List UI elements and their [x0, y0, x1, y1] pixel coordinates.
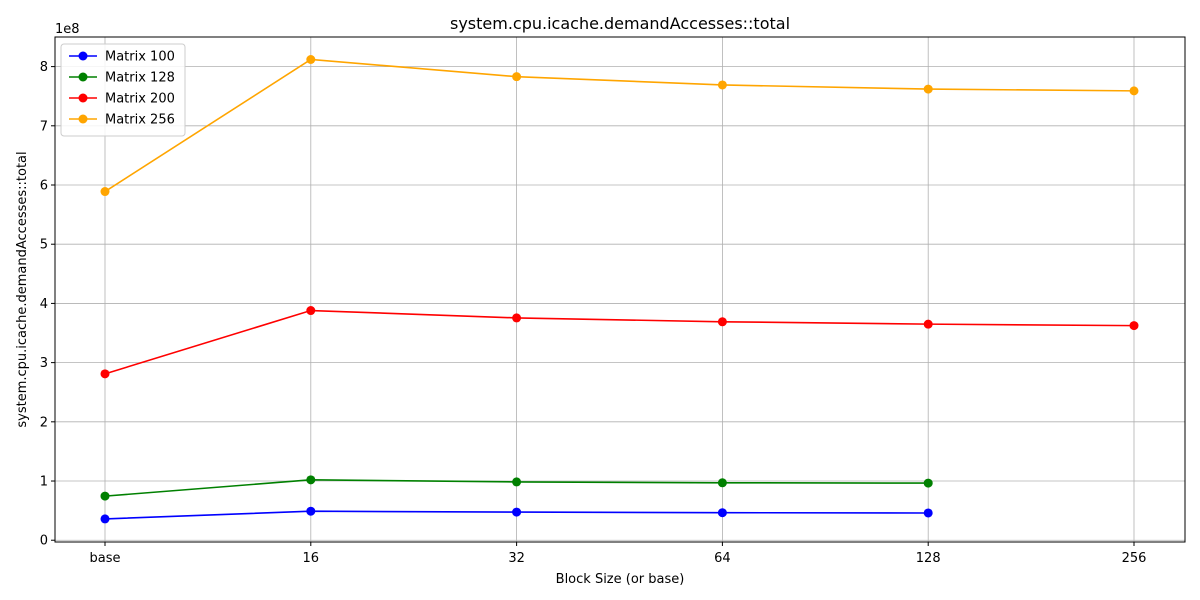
x-axis-label: Block Size (or base) [556, 572, 685, 587]
y-tick-label: 1 [40, 475, 48, 490]
x-tick-label: base [90, 551, 121, 566]
data-point [306, 306, 316, 316]
data-point [512, 507, 522, 517]
series-line-4 [104, 58, 1135, 193]
legend-marker [78, 51, 88, 61]
legend-label: Matrix 256 [105, 113, 175, 128]
y-tick-label: 0 [40, 534, 48, 549]
data-point [717, 317, 727, 327]
legend: Matrix 100 Matrix 128 Matrix 200 Matrix 256 [60, 43, 186, 137]
y-tick-label: 8 [40, 60, 48, 75]
legend-label: Matrix 128 [105, 71, 175, 86]
data-point [306, 54, 316, 64]
legend-label: Matrix 100 [105, 50, 175, 65]
data-point [100, 187, 110, 197]
series-layer [100, 54, 1139, 524]
x-tick-label: 64 [714, 551, 731, 566]
data-point [100, 514, 110, 524]
y-axis-ticks: 0 1 2 3 4 5 6 7 8 [40, 60, 55, 549]
x-tick-label: 16 [303, 551, 320, 566]
chart-title: system.cpu.icache.demandAccesses::total [450, 14, 790, 33]
data-point [717, 508, 727, 518]
y-axis-multiplier: 1e8 [55, 22, 80, 37]
grid-lines [55, 37, 1185, 542]
y-tick-label: 5 [40, 238, 48, 253]
x-axis-ticks: base 16 32 64 128 256 [90, 542, 1147, 566]
legend-marker [78, 72, 88, 82]
data-point [1129, 321, 1139, 331]
data-point [923, 319, 933, 329]
y-tick-label: 6 [40, 179, 48, 194]
data-point [923, 84, 933, 94]
data-point [1129, 86, 1139, 96]
y-tick-label: 3 [40, 356, 48, 371]
data-point [923, 508, 933, 518]
data-point [512, 477, 522, 487]
data-point [717, 478, 727, 488]
plot-frame [54, 36, 1186, 543]
data-point [306, 506, 316, 516]
y-tick-label: 4 [40, 297, 48, 312]
data-point [100, 369, 110, 379]
data-point [512, 72, 522, 82]
x-tick-label: 32 [508, 551, 525, 566]
y-axis-label: system.cpu.icache.demandAccesses::total [15, 151, 30, 427]
series-line-3 [104, 309, 1135, 375]
data-point [100, 491, 110, 501]
data-point [512, 313, 522, 323]
y-tick-label: 2 [40, 415, 48, 430]
y-tick-label: 7 [40, 119, 48, 134]
x-tick-label: 128 [916, 551, 941, 566]
x-tick-label: 256 [1122, 551, 1147, 566]
data-point [923, 478, 933, 488]
legend-box [60, 43, 186, 137]
legend-marker [78, 93, 88, 103]
data-point [306, 475, 316, 485]
legend-marker [78, 114, 88, 124]
legend-label: Matrix 200 [105, 92, 175, 107]
data-point [717, 80, 727, 90]
